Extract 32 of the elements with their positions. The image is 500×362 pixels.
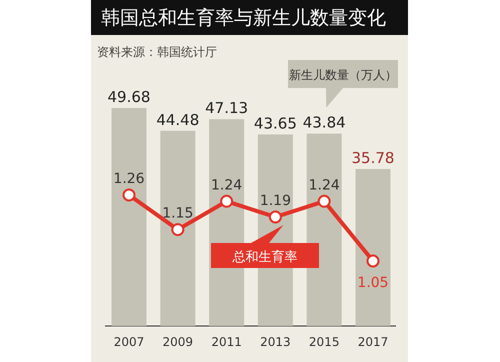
point xyxy=(220,194,234,208)
point xyxy=(171,223,184,236)
point xyxy=(366,254,380,268)
data-label: 1.19 xyxy=(260,193,291,209)
bar xyxy=(356,168,390,326)
data-label: 43.65 xyxy=(254,114,297,132)
text: 新生儿数量（万人） xyxy=(289,68,397,82)
data-label: 49.68 xyxy=(108,88,150,106)
x-tick-label: 2011 xyxy=(211,335,242,349)
data-label: 43.84 xyxy=(302,114,346,132)
x-tick-label: 2015 xyxy=(308,335,340,349)
bar xyxy=(160,130,196,326)
data-label: 1.05 xyxy=(357,275,389,291)
bar xyxy=(112,108,146,326)
data-label: 47.13 xyxy=(205,99,248,118)
point xyxy=(318,194,331,208)
data-label: 35.78 xyxy=(352,148,394,167)
point xyxy=(122,188,136,202)
bar xyxy=(306,134,342,326)
chart-title: 韩国总和生育率与新生儿数量变化 xyxy=(101,7,386,29)
data-label: 1.24 xyxy=(211,177,242,194)
text: 资料来源：韩国统计厅 xyxy=(97,45,217,59)
point xyxy=(268,210,282,224)
x-tick-label: 2007 xyxy=(114,335,144,349)
data-label: 1.24 xyxy=(308,177,340,194)
data-label: 1.15 xyxy=(162,206,194,222)
data-label: 44.48 xyxy=(156,110,200,129)
data-label: 1.26 xyxy=(113,171,145,187)
x-tick-label: 2017 xyxy=(358,335,388,349)
x-tick-label: 2013 xyxy=(260,335,291,349)
text: 总和生育率 xyxy=(232,249,298,265)
x-tick-label: 2009 xyxy=(162,335,194,349)
